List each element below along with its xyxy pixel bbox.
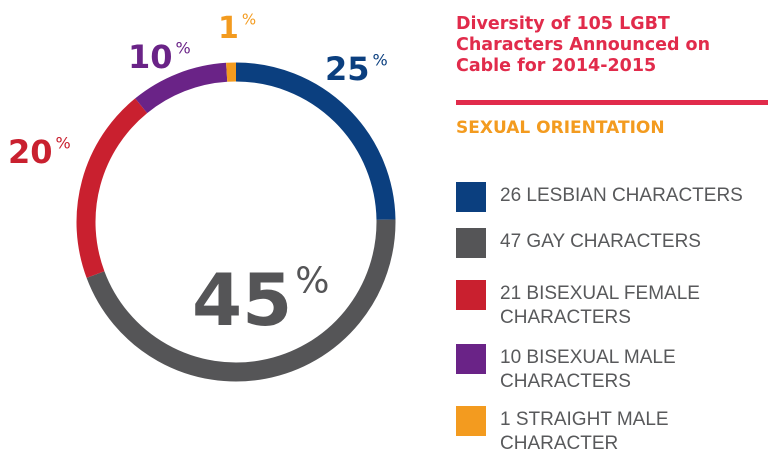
chart-title: Diversity of 105 LGBT Characters Announc…: [456, 14, 711, 76]
donut-segment: [235, 62, 396, 220]
legend-swatch: [456, 228, 486, 258]
legend-label: 26 LESBIAN CHARACTERS: [500, 185, 743, 206]
legend-swatch: [456, 280, 486, 310]
data-label-unit: %: [56, 134, 71, 153]
legend-swatch: [456, 344, 486, 374]
data-label-value: 10: [128, 38, 173, 76]
legend-swatch: [456, 182, 486, 212]
title-rule: [456, 100, 768, 105]
data-label-unit: %: [295, 261, 329, 302]
data-label: 20%: [8, 133, 71, 171]
legend-swatch: [456, 406, 486, 436]
chart-subtitle: SEXUAL ORIENTATION: [456, 118, 665, 138]
data-label-value: 45: [192, 258, 292, 342]
donut-segment: [135, 62, 228, 114]
data-label: 25%: [325, 50, 388, 88]
data-label-unit: %: [242, 11, 256, 29]
data-label-value: 25: [325, 50, 370, 88]
data-label: 10%: [128, 38, 191, 76]
data-label-value: 20: [8, 133, 53, 171]
data-label-unit: %: [176, 39, 191, 58]
data-label: 45%: [192, 258, 329, 342]
data-label: 1%: [218, 11, 256, 47]
legend-label: 47 GAY CHARACTERS: [500, 231, 701, 252]
legend-label: 10 BISEXUAL MALE CHARACTERS: [500, 347, 676, 392]
legend-label: 21 BISEXUAL FEMALE CHARACTERS: [500, 283, 700, 328]
data-label-value: 1: [218, 11, 239, 46]
donut-segment: [76, 98, 148, 278]
data-label-unit: %: [373, 51, 388, 70]
donut-segment: [86, 219, 396, 382]
legend-label: 1 STRAIGHT MALE CHARACTER: [500, 409, 669, 454]
